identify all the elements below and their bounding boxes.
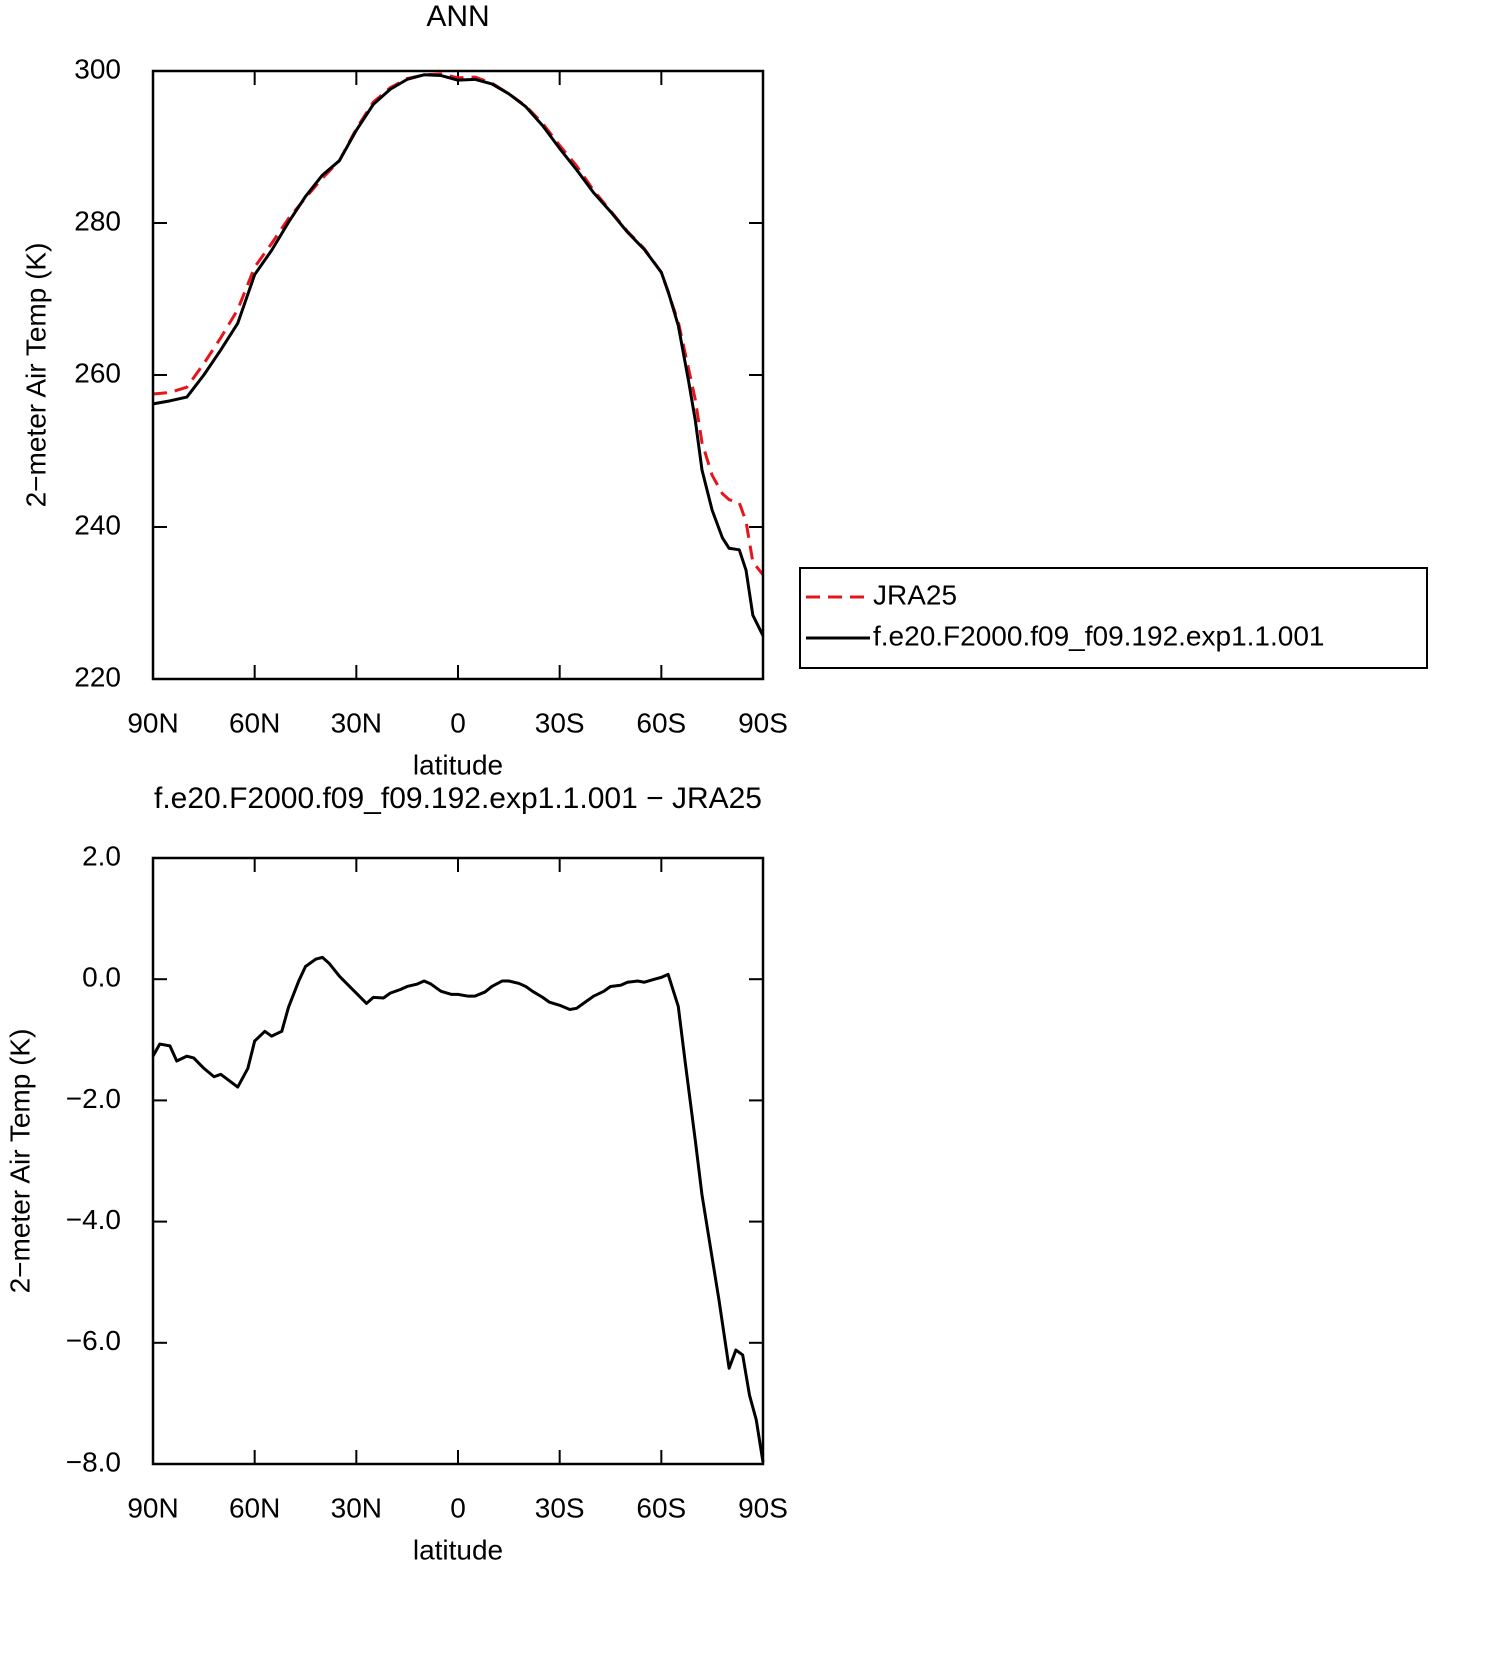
x-tick-label: 60N [229,1492,280,1523]
y-tick-label: 2.0 [82,840,121,871]
x-tick-label: 90S [738,1492,788,1523]
x-axis-label: latitude [413,749,503,780]
x-tick-label: 90N [127,707,178,738]
plot-frame [151,856,765,1466]
plot-frame [151,69,765,681]
chart-title: ANN [426,0,489,33]
x-tick-label: 60N [229,707,280,738]
x-tick-label: 30S [535,707,585,738]
x-tick-label: 90S [738,707,788,738]
x-axis-label: latitude [413,1534,503,1565]
y-tick-label: 220 [74,661,121,692]
x-tick-label: 30N [331,1492,382,1523]
x-tick-label: 30N [331,707,382,738]
y-tick-label: 260 [74,357,121,388]
x-tick-label: 0 [450,1492,466,1523]
y-tick-label: −6.0 [66,1325,121,1356]
x-tick-label: 30S [535,1492,585,1523]
x-tick-label: 0 [450,707,466,738]
y-tick-label: 240 [74,509,121,540]
y-axis-label: 2−meter Air Temp (K) [20,243,51,508]
legend-label: f.e20.F2000.f09_f09.192.exp1.1.001 [873,620,1325,651]
data-line [152,73,765,637]
x-tick-label: 60S [636,1492,686,1523]
x-tick-label: 60S [636,707,686,738]
legend-label: JRA25 [873,579,957,610]
y-tick-label: 300 [74,53,121,84]
chart-title: f.e20.F2000.f09_f09.192.exp1.1.001 − JRA… [154,782,762,815]
y-tick-label: −8.0 [66,1446,121,1477]
data-line [152,72,765,576]
y-tick-label: 280 [74,205,121,236]
x-tick-label: 90N [127,1492,178,1523]
y-tick-label: −2.0 [66,1083,121,1114]
legend-box [799,567,1428,669]
y-axis-label: 2−meter Air Temp (K) [4,1029,35,1294]
y-tick-label: 0.0 [82,962,121,993]
y-tick-label: −4.0 [66,1204,121,1235]
data-line [151,955,765,1463]
